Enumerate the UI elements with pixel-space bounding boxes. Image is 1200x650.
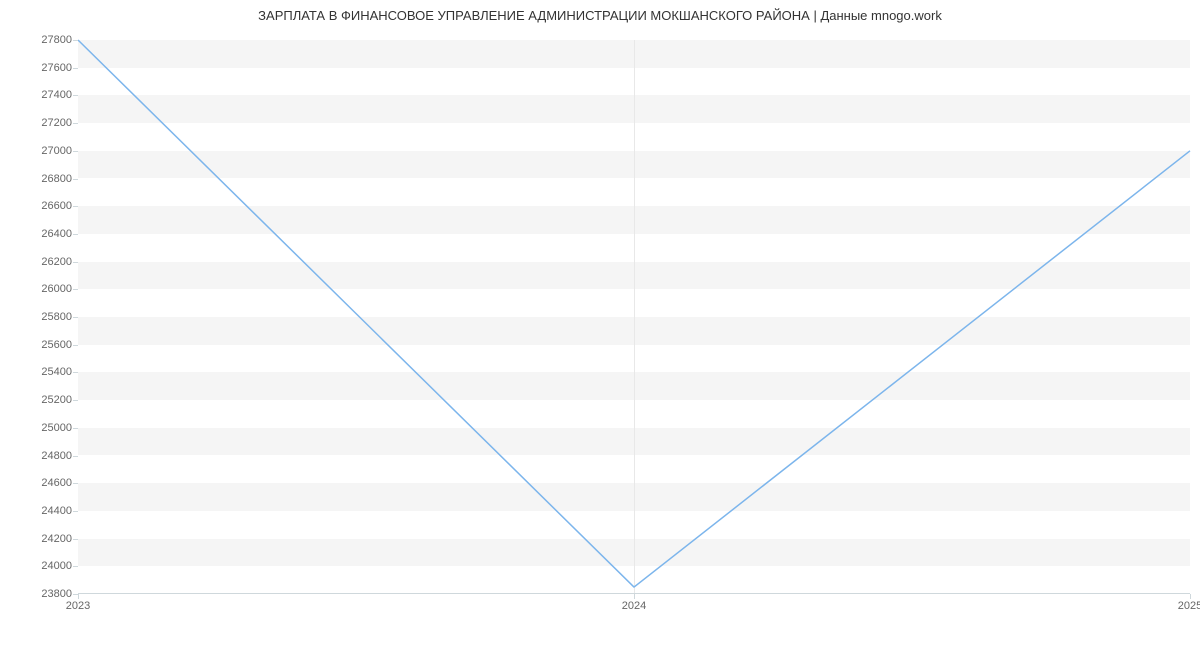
y-tick-mark: [73, 123, 78, 124]
y-tick-mark: [73, 511, 78, 512]
y-tick-label: 27200: [41, 117, 72, 129]
y-tick-label: 24800: [41, 450, 72, 462]
y-tick-label: 25000: [41, 422, 72, 434]
y-tick-mark: [73, 483, 78, 484]
y-tick-label: 26000: [41, 283, 72, 295]
series-line: [78, 40, 1190, 587]
x-tick-mark: [78, 594, 79, 599]
y-tick-mark: [73, 234, 78, 235]
y-tick-label: 24000: [41, 560, 72, 572]
x-tick-label: 2025: [1178, 600, 1200, 612]
y-tick-label: 27600: [41, 62, 72, 74]
x-tick-label: 2023: [66, 600, 90, 612]
y-tick-label: 23800: [41, 588, 72, 600]
chart-title: ЗАРПЛАТА В ФИНАНСОВОЕ УПРАВЛЕНИЕ АДМИНИС…: [0, 8, 1200, 23]
y-tick-label: 24400: [41, 505, 72, 517]
y-tick-mark: [73, 179, 78, 180]
y-tick-mark: [73, 40, 78, 41]
y-tick-mark: [73, 539, 78, 540]
salary-line-chart: ЗАРПЛАТА В ФИНАНСОВОЕ УПРАВЛЕНИЕ АДМИНИС…: [0, 0, 1200, 650]
y-tick-label: 25600: [41, 339, 72, 351]
y-tick-mark: [73, 456, 78, 457]
y-tick-mark: [73, 68, 78, 69]
y-tick-label: 24600: [41, 477, 72, 489]
y-tick-mark: [73, 345, 78, 346]
x-tick-mark: [1190, 594, 1191, 599]
y-tick-label: 25400: [41, 366, 72, 378]
y-tick-mark: [73, 262, 78, 263]
y-tick-label: 25200: [41, 394, 72, 406]
y-tick-mark: [73, 566, 78, 567]
y-tick-mark: [73, 289, 78, 290]
y-tick-mark: [73, 151, 78, 152]
y-tick-mark: [73, 206, 78, 207]
y-tick-label: 27800: [41, 34, 72, 46]
y-tick-label: 27000: [41, 145, 72, 157]
plot-area: 2380024000242002440024600248002500025200…: [78, 40, 1190, 594]
y-tick-mark: [73, 428, 78, 429]
x-tick-mark: [634, 594, 635, 599]
y-tick-label: 24200: [41, 533, 72, 545]
y-tick-mark: [73, 400, 78, 401]
y-tick-label: 26200: [41, 256, 72, 268]
y-tick-label: 26600: [41, 200, 72, 212]
y-tick-mark: [73, 372, 78, 373]
y-tick-label: 26400: [41, 228, 72, 240]
series-line-layer: [78, 40, 1190, 594]
y-tick-mark: [73, 95, 78, 96]
x-tick-label: 2024: [622, 600, 646, 612]
y-tick-mark: [73, 317, 78, 318]
y-tick-label: 27400: [41, 89, 72, 101]
y-tick-label: 25800: [41, 311, 72, 323]
y-tick-label: 26800: [41, 173, 72, 185]
